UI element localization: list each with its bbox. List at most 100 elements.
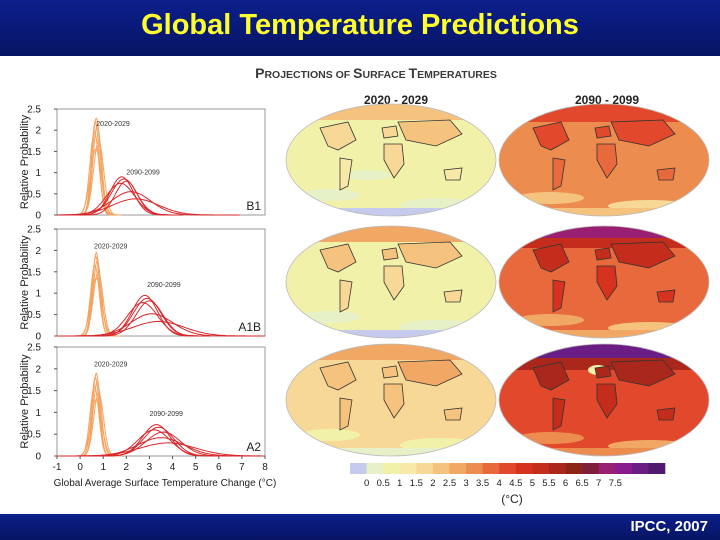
probability-curve xyxy=(69,176,174,216)
color-swatch xyxy=(565,463,583,474)
scale-tick-label: 1.5 xyxy=(410,478,423,489)
probability-curve xyxy=(72,277,121,337)
color-scale: 0 0.5 1 1.5 2 2.5 3 3.5 4 4.5 5 5.5 6 6.5 7 7.5 xyxy=(350,463,666,489)
probability-curve xyxy=(91,426,227,457)
curve-annotation: 2090-2099 xyxy=(147,282,181,289)
temperature-map xyxy=(499,226,709,338)
figure-heading-part: T xyxy=(409,65,418,81)
y-tick-label: 0.5 xyxy=(27,430,41,441)
color-swatch xyxy=(615,463,633,474)
footer-credit: IPCC, 2007 xyxy=(630,518,708,535)
scale-tick-label: 4 xyxy=(497,478,502,489)
x-tick-label: 2 xyxy=(124,462,130,473)
color-swatch xyxy=(366,463,384,474)
color-swatch xyxy=(383,463,401,474)
curve-annotation: 2020-2029 xyxy=(94,243,128,250)
temperature-map xyxy=(286,344,496,456)
y-tick-label: 2.5 xyxy=(27,343,41,354)
color-swatch xyxy=(648,463,666,474)
y-tick-label: 2 xyxy=(35,126,41,137)
map-outline xyxy=(498,343,710,457)
y-tick-label: 1 xyxy=(35,168,41,179)
scenario-label: B1 xyxy=(246,199,261,213)
temperature-map xyxy=(499,344,709,456)
scale-tick-label: 0 xyxy=(364,478,369,489)
color-swatch xyxy=(449,463,467,474)
figure-heading-part: EMPERATURES xyxy=(417,69,497,81)
figure-heading-part: P xyxy=(255,65,264,81)
x-tick-label: 0 xyxy=(77,462,83,473)
figure-heading: PROJECTIONS OF SURFACE TEMPERATURES xyxy=(255,65,497,81)
temperature-map xyxy=(499,104,709,216)
y-tick-label: 1.5 xyxy=(27,147,41,158)
curve-annotation: 2020-2029 xyxy=(96,121,130,128)
y-axis-label: Relative Probability xyxy=(19,114,31,209)
title-bar: Global Temperature Predictions xyxy=(0,0,720,56)
y-tick-label: 0 xyxy=(35,211,41,222)
temperature-map xyxy=(286,226,496,338)
scale-tick-label: 3.5 xyxy=(476,478,489,489)
map-period-label: 2090 - 2099 xyxy=(575,93,639,107)
y-tick-label: 0 xyxy=(35,332,41,343)
scale-tick-label: 2 xyxy=(430,478,435,489)
figure-heading-part: ROJECTIONS OF xyxy=(264,69,353,81)
y-tick-label: 1 xyxy=(35,408,41,419)
color-swatch xyxy=(399,463,417,474)
ipcc-figure: PROJECTIONS OF SURFACE TEMPERATURES 0 0.5… xyxy=(19,65,710,506)
x-tick-label: 4 xyxy=(170,462,176,473)
scale-tick-label: 3 xyxy=(463,478,468,489)
plot-frame xyxy=(56,346,266,457)
y-tick-label: 0.5 xyxy=(27,189,41,200)
scale-tick-label: 5 xyxy=(530,478,535,489)
y-tick-label: 2 xyxy=(35,246,41,257)
map-outline xyxy=(498,225,710,339)
curve-annotation: 2090-2099 xyxy=(126,170,160,177)
map-outline xyxy=(498,103,710,217)
y-tick-label: 2 xyxy=(35,364,41,375)
color-swatch xyxy=(631,463,649,474)
map-outline xyxy=(285,343,497,457)
scale-tick-label: 1 xyxy=(397,478,402,489)
probability-curve xyxy=(56,198,240,216)
color-swatch xyxy=(515,463,533,474)
probability-curve xyxy=(77,117,115,216)
color-swatch xyxy=(532,463,550,474)
curve-annotation: 2090-2099 xyxy=(149,411,183,418)
x-tick-label: -1 xyxy=(53,462,62,473)
scale-tick-label: 6 xyxy=(563,478,568,489)
scale-tick-label: 2.5 xyxy=(443,478,456,489)
y-axis-label: Relative Probability xyxy=(19,235,31,330)
x-tick-label: 8 xyxy=(262,462,268,473)
y-tick-label: 0 xyxy=(35,452,41,463)
y-tick-label: 2.5 xyxy=(27,105,41,116)
color-swatch xyxy=(598,463,616,474)
x-axis-label: Global Average Surface Temperature Chang… xyxy=(54,478,277,489)
footer-bar: IPCC, 2007 xyxy=(0,514,720,540)
scale-tick-label: 0.5 xyxy=(377,478,390,489)
x-tick-label: 6 xyxy=(216,462,222,473)
y-tick-label: 1.5 xyxy=(27,267,41,278)
color-swatch xyxy=(416,463,434,474)
scale-tick-label: 7 xyxy=(596,478,601,489)
color-swatch xyxy=(466,463,483,474)
scale-tick-label: 7.5 xyxy=(609,478,622,489)
y-tick-label: 0.5 xyxy=(27,310,41,321)
scale-tick-label: 5.5 xyxy=(542,478,555,489)
color-swatch xyxy=(482,463,500,474)
probability-curve xyxy=(58,182,183,216)
probability-curve xyxy=(85,431,242,457)
color-swatch xyxy=(432,463,450,474)
x-tick-label: 1 xyxy=(100,462,106,473)
color-swatch xyxy=(582,463,599,474)
scale-tick-label: 4.5 xyxy=(509,478,522,489)
x-tick-label: 5 xyxy=(193,462,199,473)
scenario-label: A2 xyxy=(246,440,261,454)
y-tick-label: 2.5 xyxy=(27,225,41,236)
scale-tick-label: 6.5 xyxy=(575,478,588,489)
map-outline xyxy=(285,225,497,339)
color-swatch xyxy=(350,463,367,474)
